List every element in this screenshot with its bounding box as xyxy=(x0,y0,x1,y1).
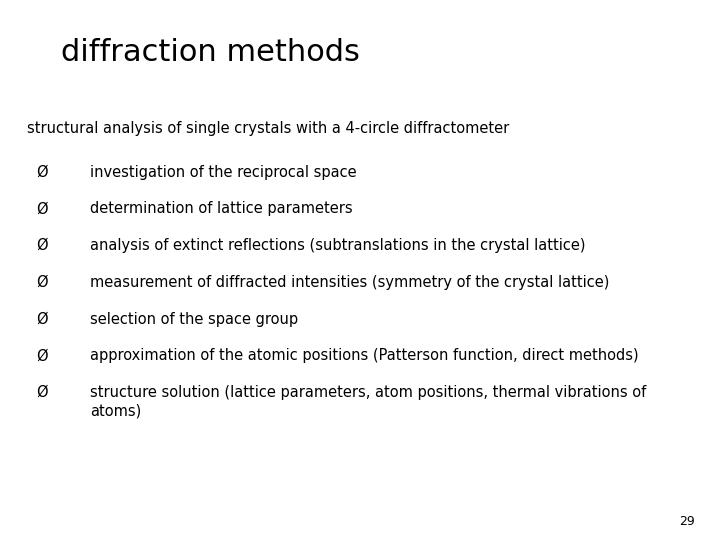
Text: 29: 29 xyxy=(679,515,695,528)
Text: selection of the space group: selection of the space group xyxy=(90,312,298,327)
Text: Ø: Ø xyxy=(36,385,48,400)
Text: structural analysis of single crystals with a 4-circle diffractometer: structural analysis of single crystals w… xyxy=(27,122,510,137)
Text: Ø: Ø xyxy=(36,275,48,290)
Text: measurement of diffracted intensities (symmetry of the crystal lattice): measurement of diffracted intensities (s… xyxy=(90,275,609,290)
Text: Ø: Ø xyxy=(36,348,48,363)
Text: Ø: Ø xyxy=(36,201,48,217)
Text: structure solution (lattice parameters, atom positions, thermal vibrations of
at: structure solution (lattice parameters, … xyxy=(90,385,647,418)
Text: Ø: Ø xyxy=(36,238,48,253)
Text: Ø: Ø xyxy=(36,312,48,327)
Text: Ø: Ø xyxy=(36,165,48,180)
Text: determination of lattice parameters: determination of lattice parameters xyxy=(90,201,353,217)
Text: approximation of the atomic positions (Patterson function, direct methods): approximation of the atomic positions (P… xyxy=(90,348,639,363)
Text: diffraction methods: diffraction methods xyxy=(61,38,360,67)
Text: investigation of the reciprocal space: investigation of the reciprocal space xyxy=(90,165,356,180)
Text: analysis of extinct reflections (subtranslations in the crystal lattice): analysis of extinct reflections (subtran… xyxy=(90,238,585,253)
